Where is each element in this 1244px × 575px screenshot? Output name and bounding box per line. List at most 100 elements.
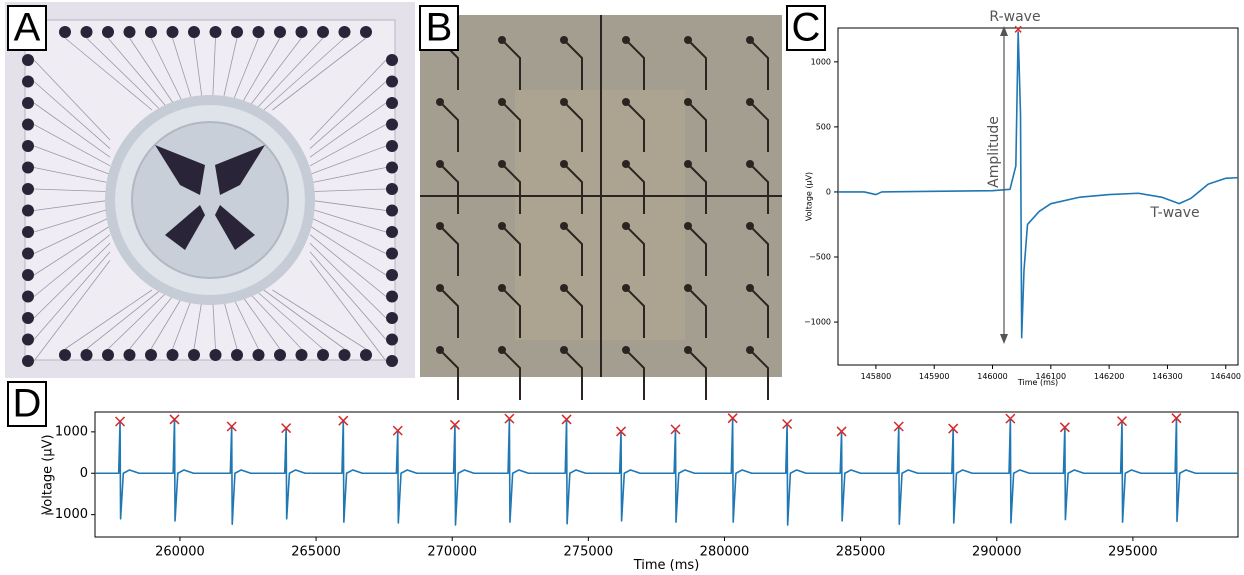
pad xyxy=(59,26,71,38)
trace xyxy=(33,217,111,254)
peak-marker xyxy=(338,415,349,426)
trace xyxy=(309,225,387,276)
trace xyxy=(309,124,387,167)
x-tick-label: 290000 xyxy=(972,545,1022,560)
pad xyxy=(386,226,398,238)
pad xyxy=(22,140,34,152)
arrow-head xyxy=(1000,334,1008,344)
peak-marker xyxy=(1116,416,1128,427)
peak-marker xyxy=(1059,422,1070,433)
trace xyxy=(309,199,387,211)
pad xyxy=(209,26,222,38)
trace xyxy=(33,81,111,149)
electrode-field xyxy=(165,205,205,250)
trace xyxy=(501,349,521,400)
annotation: T-wave xyxy=(1149,205,1199,221)
peak-marker xyxy=(226,421,237,432)
trace xyxy=(563,163,583,214)
pad xyxy=(22,355,34,367)
x-axis-label: Time (ms) xyxy=(633,558,700,573)
pad xyxy=(123,349,136,361)
panel-label: B xyxy=(426,6,453,50)
trace xyxy=(439,287,459,338)
trace xyxy=(263,37,345,111)
panel-b-image xyxy=(420,15,782,400)
trace xyxy=(563,101,583,152)
trace xyxy=(749,39,769,90)
trace xyxy=(33,242,111,319)
pad xyxy=(274,349,286,361)
trace xyxy=(563,39,583,90)
y-tick-label: 1000 xyxy=(811,57,831,66)
trace xyxy=(563,287,583,338)
annotation: Amplitude xyxy=(986,116,1002,188)
panel-label-box xyxy=(7,381,47,427)
electrode-field xyxy=(215,205,255,250)
peak-marker xyxy=(1171,413,1182,424)
pad xyxy=(295,26,308,38)
pad xyxy=(386,247,398,260)
trace xyxy=(254,37,324,111)
trace xyxy=(33,167,111,184)
trace xyxy=(309,217,387,254)
pad xyxy=(166,349,179,361)
plot-frame xyxy=(837,27,1239,366)
peak-marker xyxy=(504,413,515,424)
pad xyxy=(386,140,398,152)
panel-label-box xyxy=(786,5,826,51)
x-tick-label: 285000 xyxy=(836,545,886,560)
trace xyxy=(563,349,583,400)
trace xyxy=(246,37,302,111)
pad xyxy=(317,349,329,361)
pad xyxy=(145,26,157,38)
trace xyxy=(309,81,387,149)
trace xyxy=(749,163,769,214)
pad xyxy=(386,290,398,303)
amplitude-arrow xyxy=(1000,26,1008,344)
trace xyxy=(33,188,111,192)
trace xyxy=(439,163,459,214)
line-series xyxy=(95,417,1238,526)
x-tick-label: 146100 xyxy=(1036,372,1067,381)
x-tick-label: 270000 xyxy=(427,545,477,560)
trace xyxy=(625,225,645,276)
trace xyxy=(254,289,324,350)
pad xyxy=(360,349,372,361)
line-series xyxy=(838,31,1239,339)
trace xyxy=(107,289,170,350)
peak-marker xyxy=(561,414,572,425)
pad xyxy=(274,26,286,38)
pad xyxy=(386,183,398,195)
y-axis-label: Voltage (μV) xyxy=(41,434,56,514)
pad xyxy=(22,247,34,260)
pad xyxy=(145,349,157,361)
trace xyxy=(309,260,387,362)
panel-label-box xyxy=(419,5,459,51)
y-tick-label: 0 xyxy=(826,187,831,196)
pad xyxy=(209,349,222,361)
pad xyxy=(386,54,398,66)
x-axis-label: Time (ms) xyxy=(1017,378,1058,387)
trace xyxy=(687,287,707,338)
peak-marker xyxy=(115,416,126,427)
x-tick-label: 265000 xyxy=(291,545,341,560)
trace xyxy=(33,145,111,175)
trace xyxy=(625,101,645,152)
trace xyxy=(749,287,769,338)
trace xyxy=(64,37,153,111)
pad xyxy=(123,26,136,38)
pad xyxy=(22,75,34,88)
pad xyxy=(386,75,398,88)
trace xyxy=(625,349,645,400)
trace xyxy=(309,188,387,192)
trace xyxy=(501,163,521,214)
x-tick-label: 145800 xyxy=(861,372,892,381)
trace xyxy=(309,242,387,319)
trace xyxy=(501,287,521,338)
trace xyxy=(439,349,459,400)
trace xyxy=(501,39,521,90)
x-tick-label: 146000 xyxy=(977,372,1008,381)
pad xyxy=(231,26,243,38)
y-tick-label: −1000 xyxy=(44,507,88,522)
